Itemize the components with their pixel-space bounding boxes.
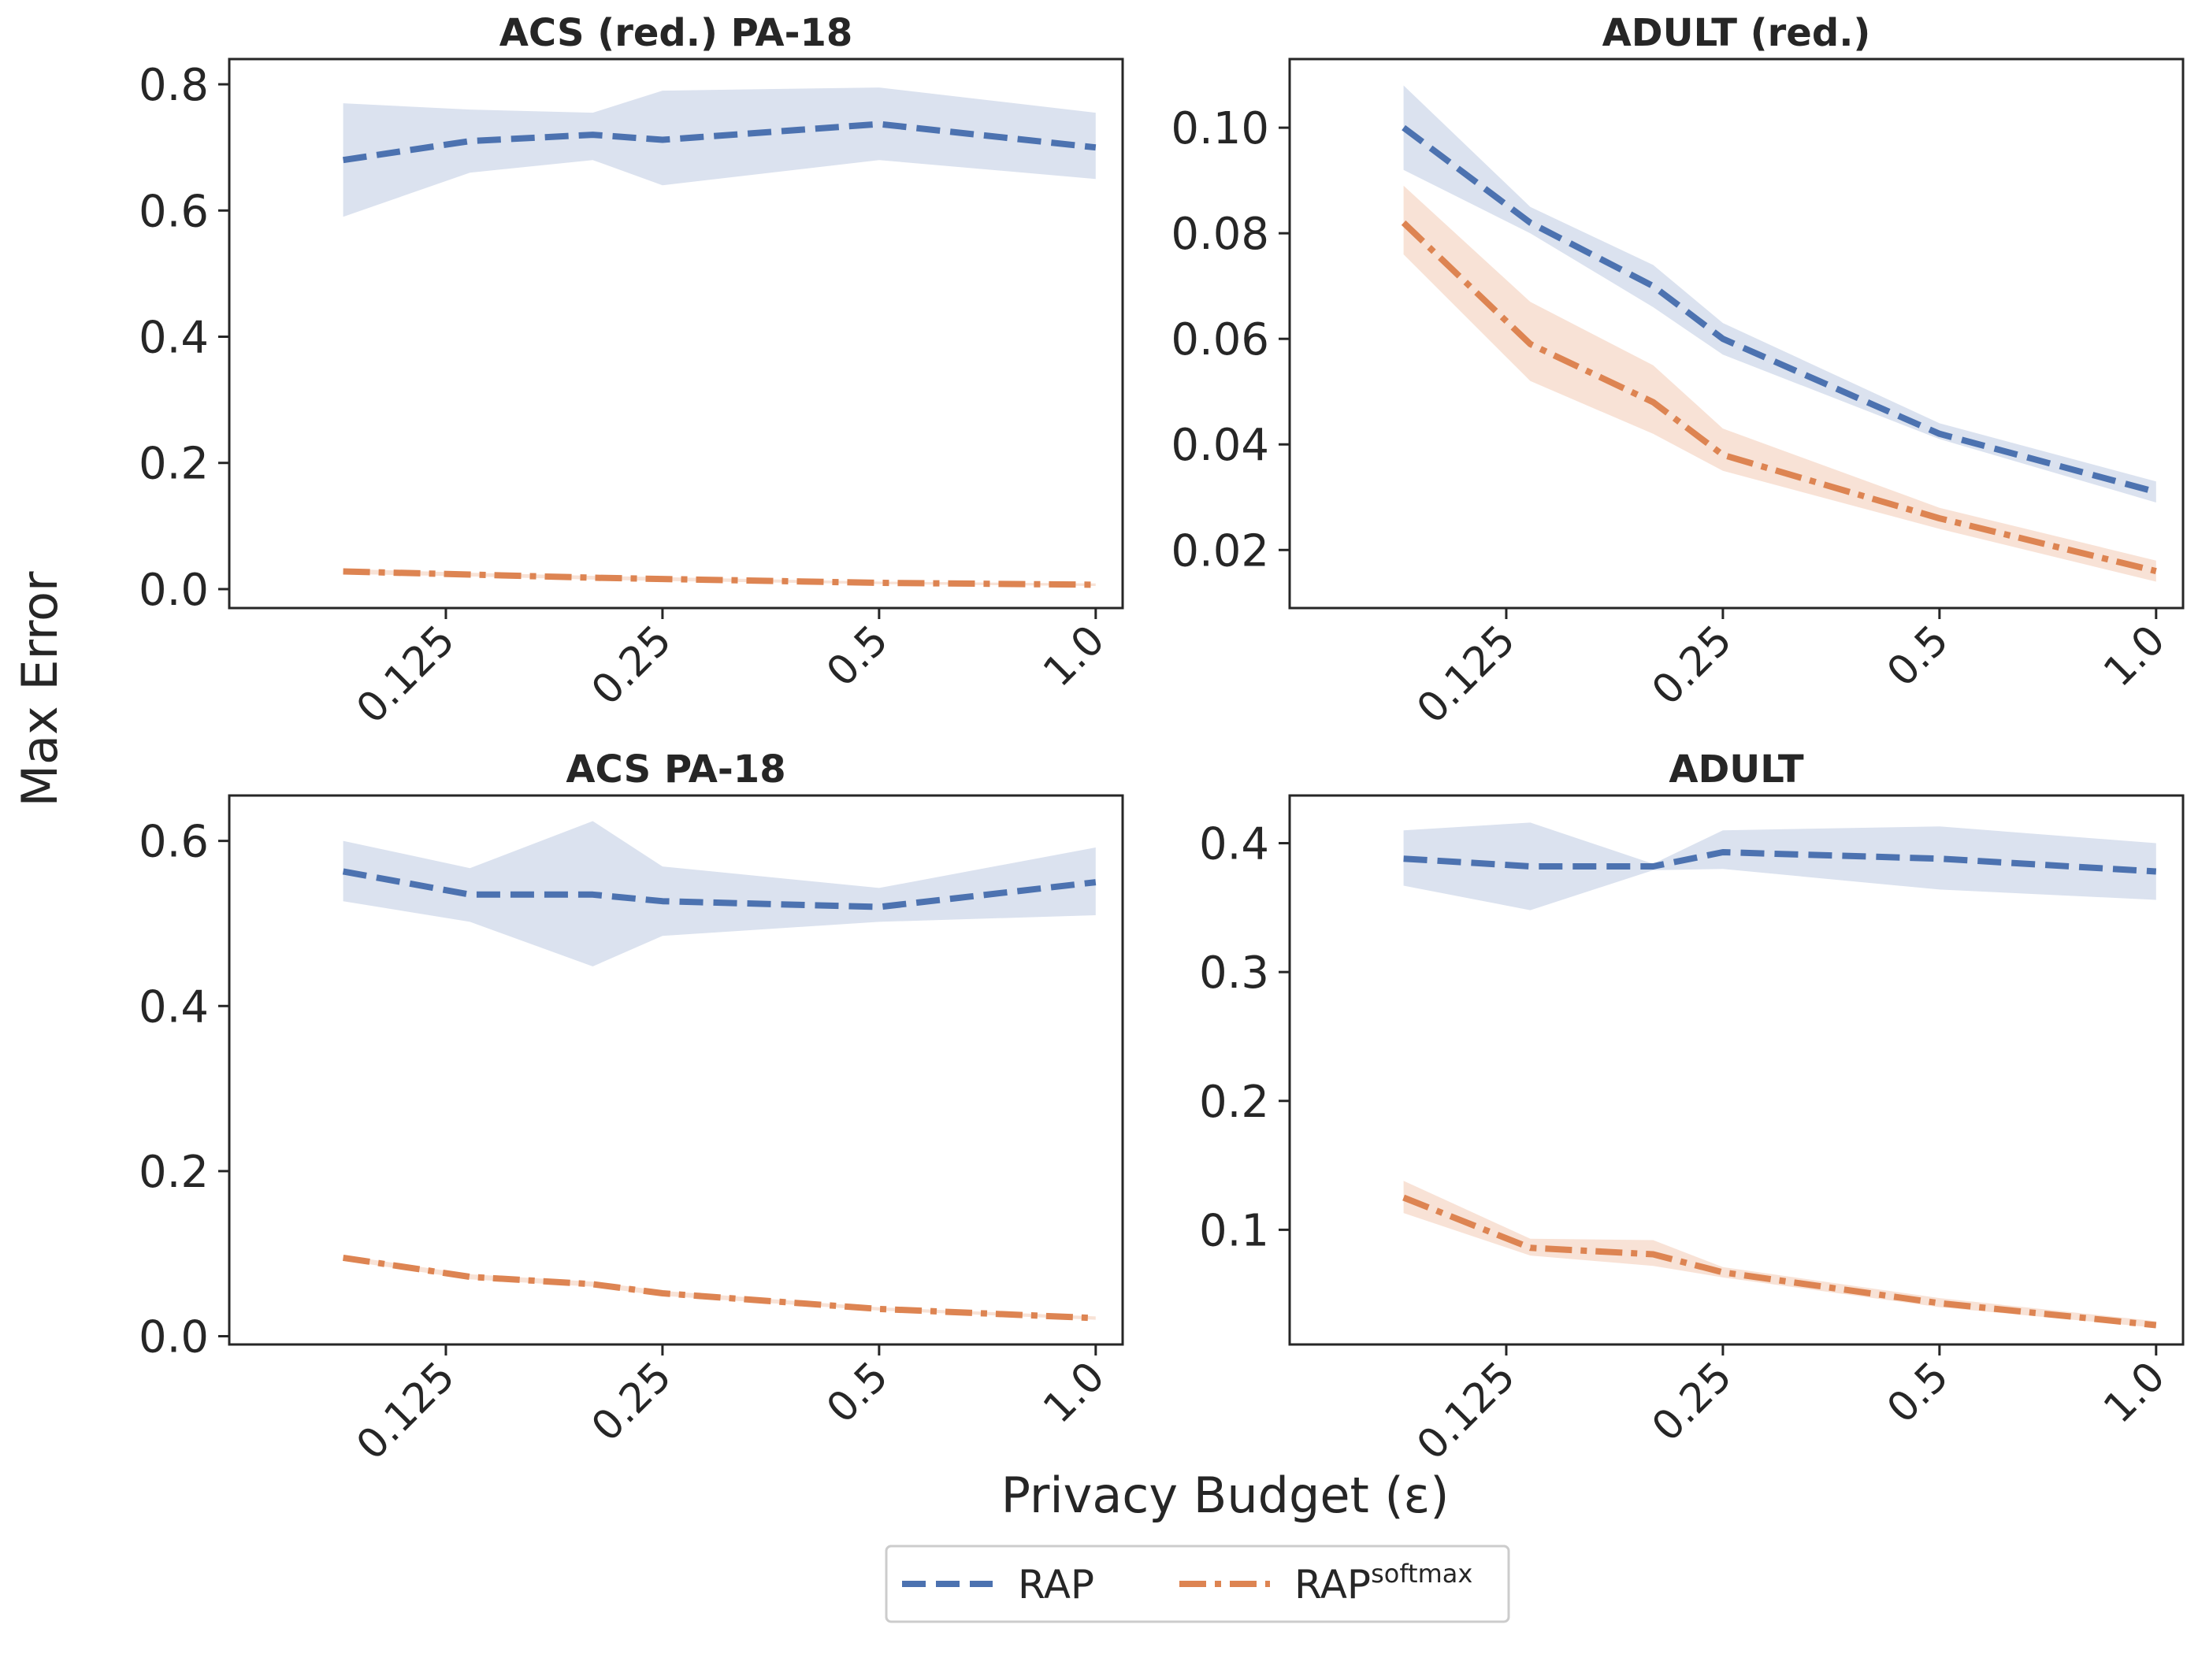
band-rap-acs-pa18: [343, 821, 1096, 966]
legend-label-rap-softmax: RAPsoftmax: [1294, 1559, 1472, 1608]
y-tick-label-acs-pa18: 0.0: [139, 1312, 209, 1363]
plot-frame-acs-pa18: [228, 794, 1124, 1346]
y-tick-label-acs-pa18: 0.6: [139, 817, 209, 868]
y-tick-label-adult: 0.2: [1199, 1077, 1269, 1128]
band-rap-softmax-adult: [1403, 1181, 2156, 1328]
line-rap-acs-red-pa18: [343, 121, 1097, 164]
y-tick-label-acs-red-pa18: 0.4: [139, 313, 209, 364]
y-tick-label-adult-red: 0.10: [1171, 103, 1269, 154]
line-rap-softmax-acs-red-pa18: [343, 568, 1096, 588]
y-tick-label-acs-red-pa18: 0.8: [139, 60, 209, 111]
y-tick-label-adult-red: 0.08: [1171, 209, 1269, 260]
y-tick-label-adult-red: 0.06: [1171, 314, 1269, 365]
band-rap-adult: [1403, 822, 2156, 910]
plot-frame-adult: [1288, 794, 2185, 1346]
panel-title-acs-pa18: ACS PA-18: [566, 747, 785, 792]
y-tick-label-adult: 0.3: [1199, 948, 1269, 999]
legend: RAP RAPsoftmax: [885, 1545, 1510, 1623]
y-tick-label-acs-red-pa18: 0.0: [139, 565, 209, 616]
legend-label-rap: RAP: [1018, 1562, 1094, 1608]
legend-label-rap-softmax-base: RAP: [1294, 1562, 1371, 1608]
y-axis-label: Max Error: [11, 571, 69, 807]
line-rap-softmax-acs-pa18: [343, 1254, 1096, 1322]
panel-title-adult-red: ADULT (red.): [1602, 11, 1871, 55]
band-rap-acs-red-pa18: [343, 87, 1096, 217]
line-rap-adult: [1403, 849, 2157, 875]
line-rap-softmax-adult-red: [1401, 220, 2157, 574]
plot-frame-acs-red-pa18: [228, 57, 1124, 610]
line-rap-acs-pa18: [342, 868, 1097, 910]
x-axis-label: Privacy Budget (ε): [1001, 1467, 1450, 1524]
plot-frame-adult-red: [1288, 57, 2185, 610]
band-rap-softmax-adult-red: [1403, 185, 2156, 582]
y-tick-label-acs-red-pa18: 0.6: [139, 186, 209, 237]
y-tick-label-adult: 0.1: [1199, 1205, 1269, 1256]
y-tick-label-acs-pa18: 0.4: [139, 981, 209, 1033]
y-tick-label-acs-red-pa18: 0.2: [139, 439, 209, 490]
line-rap-softmax-adult: [1402, 1194, 2157, 1329]
y-tick-label-adult: 0.4: [1199, 819, 1269, 870]
y-tick-label-acs-pa18: 0.2: [139, 1147, 209, 1198]
line-rap-adult-red: [1402, 124, 2157, 495]
legend-label-rap-softmax-superscript: softmax: [1371, 1559, 1472, 1589]
y-tick-label-adult-red: 0.02: [1171, 525, 1269, 577]
panel-title-acs-red-pa18: ACS (red.) PA-18: [499, 11, 853, 55]
panel-title-adult: ADULT: [1669, 747, 1804, 792]
y-tick-label-adult-red: 0.04: [1171, 420, 1269, 471]
